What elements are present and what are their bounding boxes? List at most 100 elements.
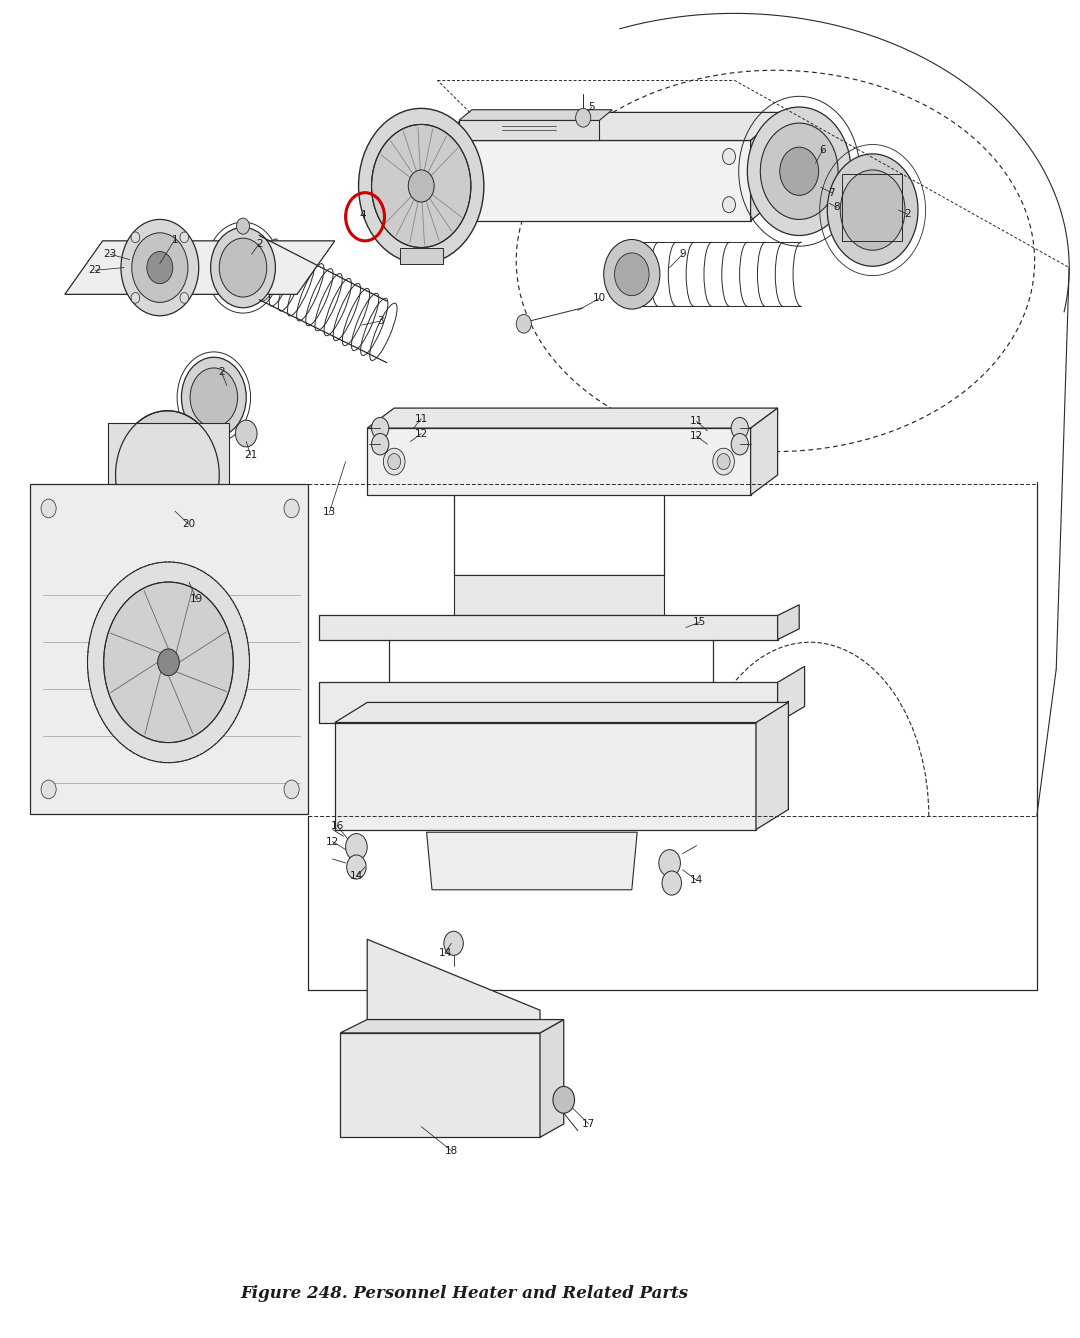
Text: 20: 20 — [183, 519, 195, 530]
Circle shape — [219, 238, 267, 297]
Circle shape — [408, 170, 434, 202]
Polygon shape — [97, 522, 243, 578]
Text: 21: 21 — [244, 450, 257, 460]
Text: 11: 11 — [690, 416, 703, 427]
Circle shape — [372, 124, 471, 248]
Polygon shape — [65, 241, 335, 294]
Polygon shape — [437, 112, 783, 140]
Circle shape — [151, 526, 190, 574]
Circle shape — [158, 649, 179, 676]
Circle shape — [372, 434, 389, 455]
Circle shape — [180, 293, 189, 304]
Polygon shape — [340, 1020, 564, 1033]
Text: 7: 7 — [828, 187, 835, 198]
Circle shape — [121, 219, 199, 316]
Circle shape — [87, 562, 249, 763]
Circle shape — [444, 931, 463, 955]
Circle shape — [747, 107, 851, 235]
Circle shape — [553, 1086, 575, 1113]
Text: 4: 4 — [360, 210, 366, 221]
Circle shape — [147, 520, 194, 579]
Circle shape — [147, 252, 173, 284]
Polygon shape — [400, 248, 443, 264]
Text: 18: 18 — [445, 1145, 458, 1156]
Circle shape — [132, 233, 188, 302]
Circle shape — [347, 855, 366, 879]
Circle shape — [723, 197, 735, 213]
Text: 22: 22 — [89, 265, 102, 276]
Circle shape — [717, 454, 730, 470]
Text: 13: 13 — [323, 507, 336, 518]
Circle shape — [662, 871, 681, 895]
Text: 23: 23 — [104, 249, 117, 260]
Ellipse shape — [89, 522, 106, 578]
Text: 8: 8 — [834, 202, 840, 213]
Polygon shape — [367, 408, 778, 428]
Circle shape — [41, 499, 56, 518]
Circle shape — [237, 218, 249, 234]
Circle shape — [827, 154, 918, 266]
Circle shape — [615, 253, 649, 296]
Polygon shape — [367, 939, 540, 1100]
Polygon shape — [437, 140, 751, 221]
Circle shape — [516, 314, 531, 333]
Polygon shape — [751, 112, 783, 221]
Text: 11: 11 — [415, 413, 428, 424]
Text: 2: 2 — [218, 367, 225, 377]
Circle shape — [346, 834, 367, 860]
Circle shape — [388, 454, 401, 470]
Circle shape — [131, 231, 139, 242]
Text: 6: 6 — [820, 145, 826, 155]
Text: 12: 12 — [690, 431, 703, 442]
Circle shape — [731, 434, 748, 455]
Circle shape — [760, 123, 838, 219]
Text: 15: 15 — [693, 617, 706, 628]
Text: 12: 12 — [415, 428, 428, 439]
Polygon shape — [778, 605, 799, 640]
Circle shape — [840, 170, 905, 250]
Bar — [41, 498, 297, 800]
Polygon shape — [367, 428, 751, 495]
Circle shape — [780, 147, 819, 195]
Circle shape — [181, 357, 246, 438]
Circle shape — [372, 417, 389, 439]
Circle shape — [659, 850, 680, 876]
Polygon shape — [340, 1033, 540, 1137]
Circle shape — [235, 420, 257, 447]
Circle shape — [453, 197, 465, 213]
Circle shape — [284, 499, 299, 518]
Text: 14: 14 — [350, 871, 363, 882]
Polygon shape — [540, 1020, 564, 1137]
Circle shape — [41, 780, 56, 799]
Text: 3: 3 — [377, 316, 383, 326]
Polygon shape — [778, 666, 805, 723]
Text: 9: 9 — [679, 249, 686, 260]
Text: 2: 2 — [904, 209, 910, 219]
Polygon shape — [751, 408, 778, 495]
Circle shape — [359, 108, 484, 264]
Circle shape — [453, 149, 465, 165]
Text: 19: 19 — [190, 594, 203, 605]
Circle shape — [211, 227, 275, 308]
Text: Figure 248. Personnel Heater and Related Parts: Figure 248. Personnel Heater and Related… — [241, 1286, 688, 1302]
Circle shape — [731, 417, 748, 439]
Circle shape — [723, 149, 735, 165]
Circle shape — [116, 411, 219, 539]
Polygon shape — [454, 575, 664, 615]
Polygon shape — [335, 702, 788, 723]
Circle shape — [190, 368, 238, 427]
Circle shape — [576, 108, 591, 127]
Text: 10: 10 — [593, 293, 606, 304]
Circle shape — [129, 427, 206, 523]
Polygon shape — [319, 615, 778, 640]
Circle shape — [284, 780, 299, 799]
Ellipse shape — [92, 531, 103, 569]
Circle shape — [604, 240, 660, 309]
Text: 14: 14 — [438, 947, 451, 958]
Circle shape — [131, 293, 139, 304]
Text: 14: 14 — [690, 875, 703, 886]
Circle shape — [104, 582, 233, 743]
Text: 17: 17 — [582, 1119, 595, 1129]
Text: 1: 1 — [172, 234, 178, 245]
Text: 16: 16 — [330, 820, 343, 831]
